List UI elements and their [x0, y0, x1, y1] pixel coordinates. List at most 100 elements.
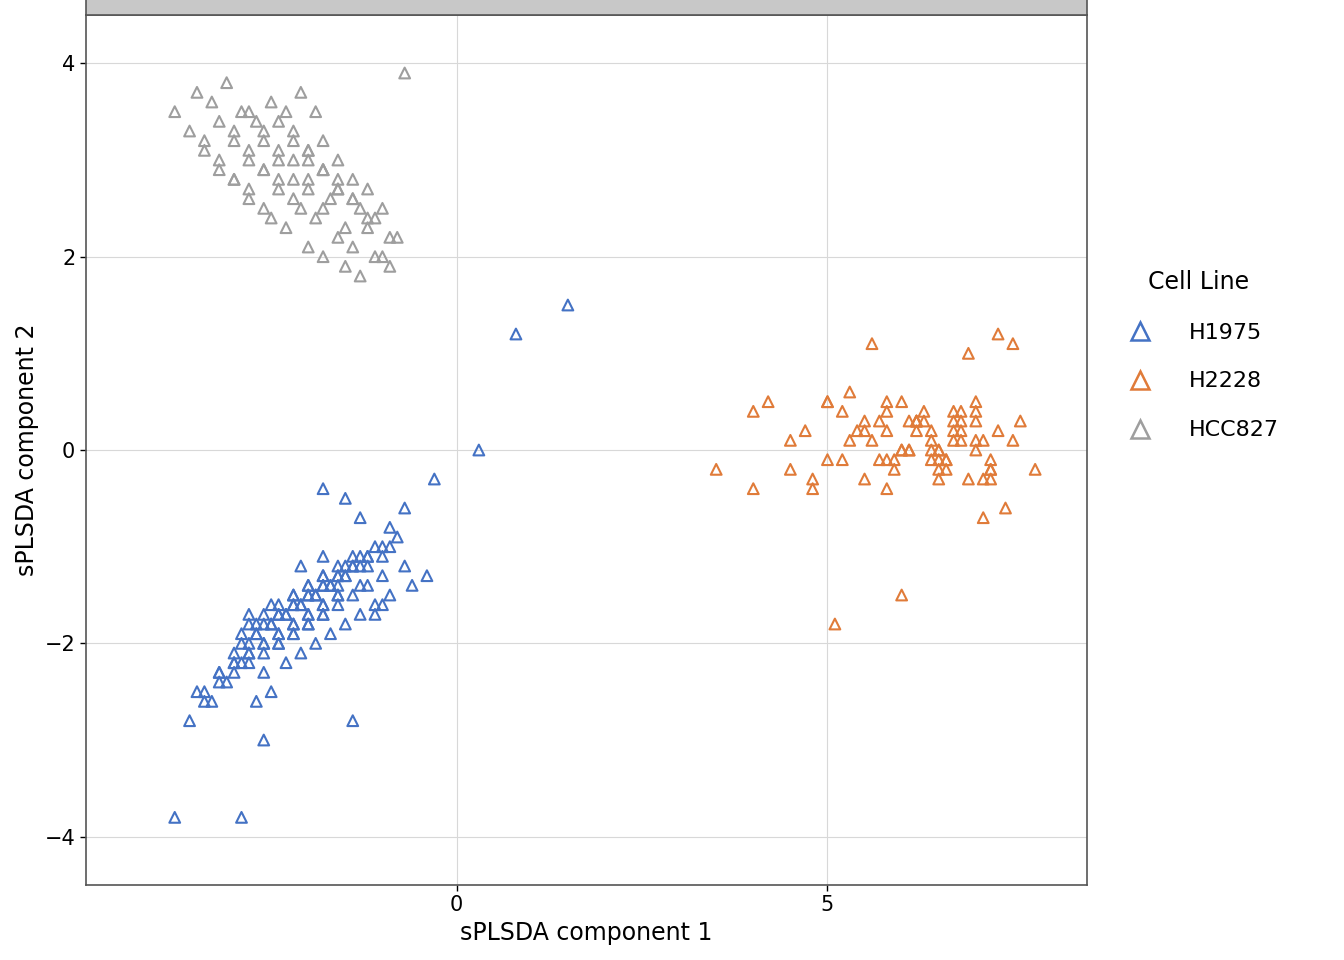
Point [341, 549, 363, 564]
Point [238, 181, 259, 197]
Point [231, 104, 253, 119]
Point [261, 597, 282, 612]
Point [290, 201, 312, 216]
Point [394, 559, 415, 574]
Point [927, 452, 949, 468]
Point [276, 104, 297, 119]
Point [312, 568, 333, 584]
Point [282, 191, 304, 206]
Point [358, 210, 379, 226]
Point [312, 162, 333, 178]
Point [839, 433, 860, 448]
Point [238, 191, 259, 206]
Point [246, 113, 267, 129]
Point [282, 626, 304, 641]
Point [898, 443, 919, 458]
Point [423, 471, 445, 487]
Point [290, 559, 312, 574]
Point [327, 172, 348, 187]
X-axis label: sPLSDA component 1: sPLSDA component 1 [460, 921, 712, 945]
Point [973, 510, 995, 525]
Point [379, 519, 401, 535]
Point [387, 229, 409, 245]
Point [921, 443, 942, 458]
Point [876, 394, 898, 409]
Point [335, 491, 356, 506]
Point [261, 210, 282, 226]
Point [988, 423, 1009, 439]
Point [179, 123, 200, 138]
Point [935, 462, 957, 477]
Point [853, 414, 875, 429]
Point [780, 462, 801, 477]
Point [253, 616, 274, 632]
Point [194, 133, 215, 149]
Point [327, 181, 348, 197]
Point [935, 452, 957, 468]
Point [349, 559, 371, 574]
Point [290, 84, 312, 100]
Point [358, 549, 379, 564]
Point [312, 578, 333, 593]
Point [802, 471, 824, 487]
Point [312, 249, 333, 264]
Point [297, 578, 319, 593]
Point [341, 239, 363, 254]
Point [223, 655, 245, 670]
Point [942, 403, 964, 419]
Point [208, 674, 230, 689]
Point [246, 616, 267, 632]
Point [876, 481, 898, 496]
Point [335, 559, 356, 574]
Point [276, 220, 297, 235]
Point [297, 578, 319, 593]
Point [282, 597, 304, 612]
Point [297, 239, 319, 254]
Point [394, 65, 415, 81]
Point [194, 694, 215, 709]
Y-axis label: sPLSDA component 2: sPLSDA component 2 [15, 324, 39, 576]
Point [253, 162, 274, 178]
Point [876, 423, 898, 439]
Point [267, 607, 289, 622]
Point [387, 529, 409, 544]
Point [305, 588, 327, 603]
Point [231, 636, 253, 651]
Point [942, 433, 964, 448]
Point [335, 568, 356, 584]
Point [253, 645, 274, 660]
Point [898, 414, 919, 429]
Point [282, 597, 304, 612]
Point [305, 636, 327, 651]
Point [297, 143, 319, 158]
Point [276, 655, 297, 670]
Point [238, 636, 259, 651]
Point [794, 423, 816, 439]
Point [223, 172, 245, 187]
Point [364, 597, 386, 612]
Point [1024, 462, 1046, 477]
Point [335, 258, 356, 274]
Point [164, 809, 185, 825]
Point [891, 394, 913, 409]
Point [950, 433, 972, 448]
Point [290, 597, 312, 612]
Point [958, 471, 980, 487]
Point [231, 809, 253, 825]
Point [341, 713, 363, 729]
Point [824, 616, 845, 632]
Point [312, 162, 333, 178]
Point [364, 607, 386, 622]
Point [290, 597, 312, 612]
Point [312, 607, 333, 622]
Point [832, 403, 853, 419]
Point [223, 664, 245, 680]
Point [402, 578, 423, 593]
Point [349, 510, 371, 525]
Point [327, 181, 348, 197]
Point [973, 471, 995, 487]
Point [261, 684, 282, 700]
Point [267, 143, 289, 158]
Point [349, 269, 371, 284]
Point [927, 443, 949, 458]
